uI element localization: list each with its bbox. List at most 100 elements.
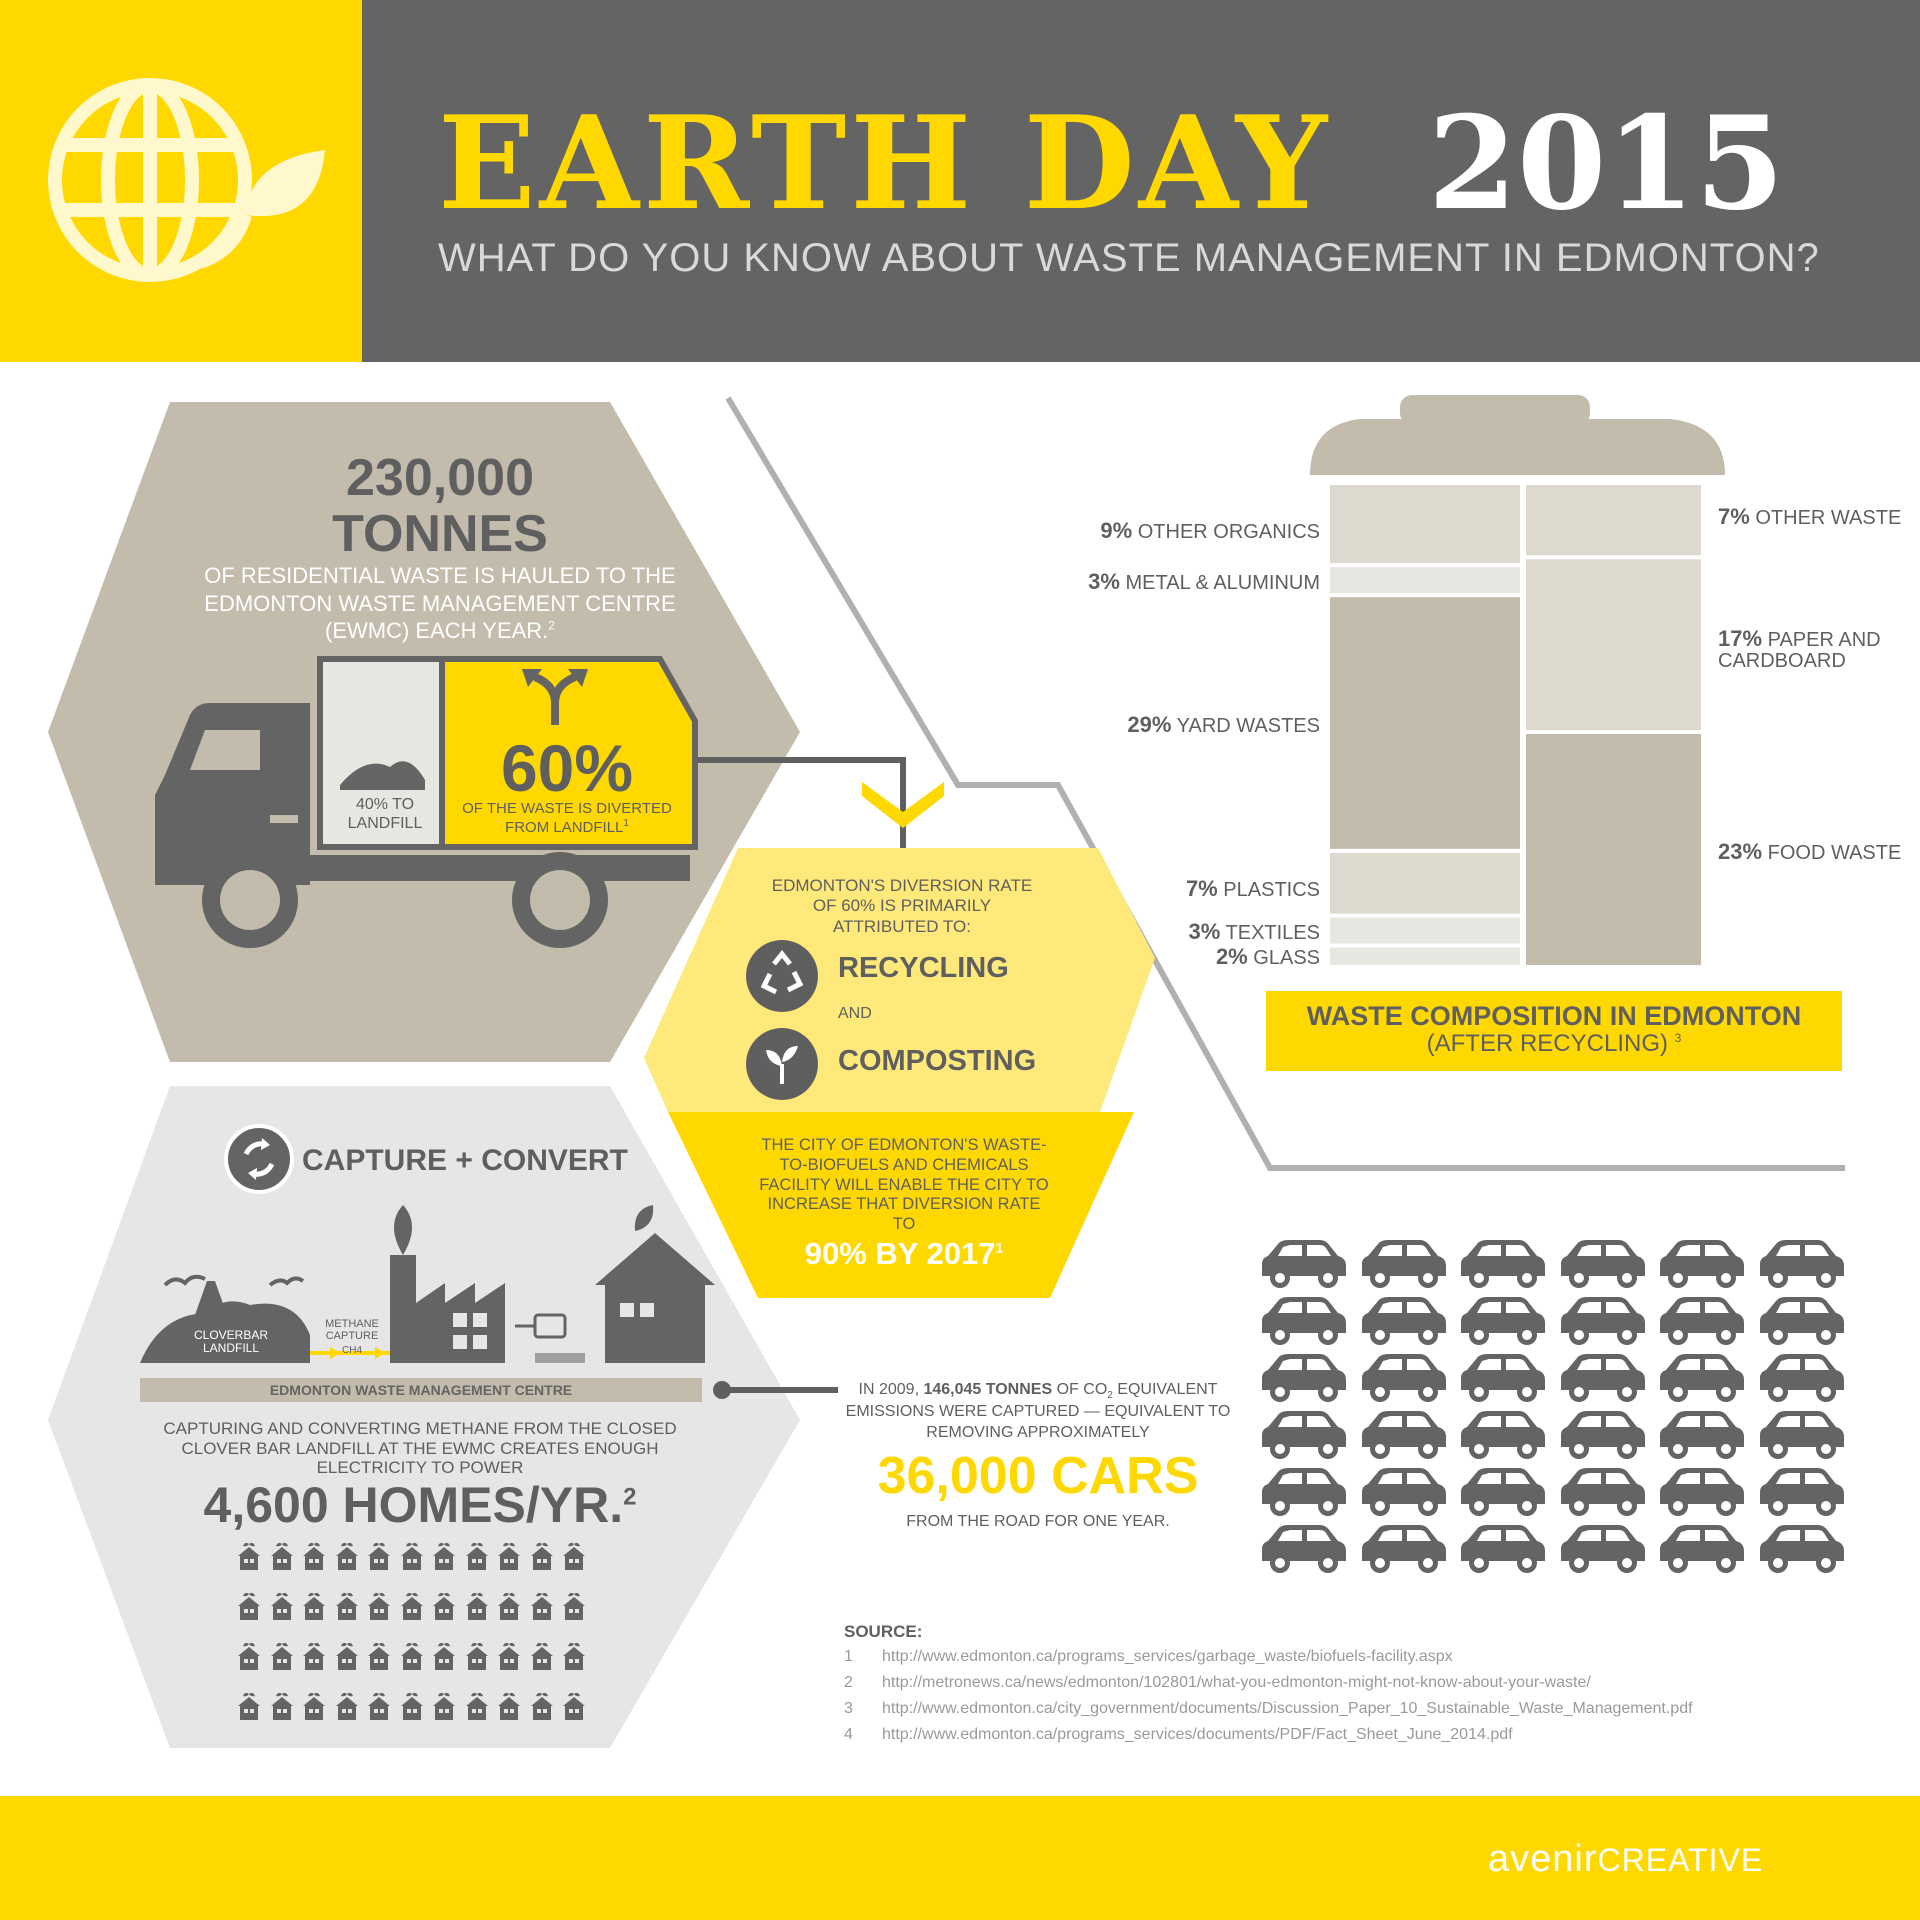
comp-text: GLASS	[1253, 947, 1320, 969]
home-icon	[496, 1642, 522, 1677]
diversion-hex-bottom	[668, 1112, 1134, 1298]
comp-label-food: 23% FOOD WASTE	[1718, 840, 1918, 864]
title-earth-day: EARTH DAY	[438, 89, 1332, 239]
car-icon	[1258, 1407, 1348, 1466]
capture-desc: CAPTURING AND CONVERTING METHANE FROM TH…	[163, 1419, 677, 1478]
truck-icon	[155, 656, 698, 948]
source-num: 2	[844, 1674, 853, 1691]
comp-pct: 2%	[1215, 944, 1248, 969]
home-icon	[334, 1642, 360, 1677]
composition-subtitle-ref: 3	[1674, 1031, 1682, 1045]
house-icon	[605, 1285, 705, 1363]
brand-name-b: CREATIVE	[1597, 1842, 1764, 1878]
car-icon	[1656, 1407, 1746, 1466]
diverted-pct: 60%	[500, 731, 634, 805]
comp-text: YARD WASTES	[1176, 715, 1320, 737]
comp-pct: 17%	[1718, 626, 1763, 651]
car-icon	[1457, 1407, 1547, 1466]
sprout-glyph	[766, 1046, 798, 1084]
home-icon	[529, 1542, 555, 1577]
residential-unit: TONNES	[332, 505, 548, 563]
home-icon	[366, 1542, 392, 1577]
car-icon	[1756, 1236, 1846, 1295]
comp-label-glass: 2% GLASS	[1040, 945, 1320, 969]
diverted-desc: OF THE WASTE IS DIVERTED FROM LANDFILL1	[452, 800, 682, 837]
home-icon	[529, 1592, 555, 1627]
home-icon	[496, 1692, 522, 1727]
split-arrow-icon	[533, 673, 577, 725]
source-url[interactable]: http://metronews.ca/news/edmonton/102801…	[882, 1674, 1591, 1691]
comp-label-textiles: 3% TEXTILES	[1040, 920, 1320, 944]
car-icon	[1656, 1350, 1746, 1409]
source-url[interactable]: http://www.edmonton.ca/programs_services…	[882, 1648, 1453, 1665]
home-icon	[561, 1642, 587, 1677]
cloverbar-label: CLOVERBAR LANDFILL	[193, 1328, 269, 1356]
capture-title: CAPTURE + CONVERT	[302, 1144, 628, 1177]
home-icon	[399, 1542, 425, 1577]
cars-count: 36,000 CARS	[877, 1447, 1199, 1505]
comp-pct: 3%	[1088, 569, 1120, 594]
recycle-glyph	[760, 949, 804, 995]
composition-title: WASTE COMPOSITION IN EDMONTON	[1306, 1001, 1802, 1031]
chevron-down-icon	[862, 782, 944, 828]
car-icon	[1258, 1521, 1348, 1580]
brand-logo: avenirCREATIVE	[1488, 1838, 1763, 1881]
diverted-desc-text: OF THE WASTE IS DIVERTED FROM LANDFILL	[462, 800, 672, 836]
capture-convert-icon	[224, 1124, 294, 1194]
car-icon	[1457, 1350, 1547, 1409]
comp-pct: 29%	[1127, 712, 1172, 737]
home-icon	[399, 1692, 425, 1727]
factory-leaf-icon	[394, 1205, 412, 1255]
car-icon	[1358, 1521, 1448, 1580]
bin-segment-food-waste	[1526, 734, 1701, 965]
home-icon	[366, 1592, 392, 1627]
car-icon-grid	[1258, 1236, 1858, 1584]
landfill-mound-icon	[140, 1301, 310, 1363]
composition-subtitle: (AFTER RECYCLING) 3	[1266, 1030, 1842, 1059]
bottle-icon	[195, 1281, 227, 1315]
diversion-item-composting: COMPOSTING	[838, 1045, 1037, 1077]
source-num: 4	[844, 1726, 853, 1743]
home-icon	[366, 1692, 392, 1727]
bin-right-column	[1526, 485, 1701, 965]
home-icon	[561, 1592, 587, 1627]
facility-text: THE CITY OF EDMONTON'S WASTE-TO-BIOFUELS…	[759, 1136, 1049, 1234]
bin-segment-other-organics	[1330, 485, 1520, 564]
divider-line	[725, 396, 1845, 1171]
car-icon	[1756, 1350, 1846, 1409]
home-icon	[464, 1542, 490, 1577]
home-icon	[464, 1692, 490, 1727]
car-icon	[1656, 1521, 1746, 1580]
house-leaf-icon	[634, 1205, 654, 1231]
home-icon	[269, 1542, 295, 1577]
capture-arrows-glyph	[243, 1138, 275, 1180]
recycle-icon	[746, 940, 818, 1012]
comp-label-yard: 29% YARD WASTES	[1040, 713, 1320, 737]
page-subtitle: WHAT DO YOU KNOW ABOUT WASTE MANAGEMENT …	[438, 236, 1820, 280]
car-icon	[1358, 1350, 1448, 1409]
composition-title-box: WASTE COMPOSITION IN EDMONTON (AFTER REC…	[1266, 991, 1842, 1071]
bin-segment-paper-and-cardboard	[1526, 559, 1701, 731]
home-icon	[236, 1592, 262, 1627]
comp-pct: 7%	[1185, 876, 1218, 901]
home-icon	[529, 1692, 555, 1727]
car-icon	[1756, 1293, 1846, 1352]
home-icon	[269, 1592, 295, 1627]
car-icon	[1557, 1407, 1647, 1466]
emissions-co: OF CO	[1056, 1381, 1108, 1398]
comp-pct: 23%	[1718, 839, 1763, 864]
comp-label-plastics: 7% PLASTICS	[1040, 877, 1320, 901]
home-icon	[431, 1542, 457, 1577]
car-icon	[1756, 1464, 1846, 1523]
residential-desc-text: OF RESIDENTIAL WASTE IS HAULED TO THE ED…	[204, 563, 676, 643]
home-icon	[399, 1592, 425, 1627]
home-icon	[236, 1642, 262, 1677]
car-icon	[1358, 1293, 1448, 1352]
source-url[interactable]: http://www.edmonton.ca/city_government/d…	[882, 1700, 1693, 1717]
comp-pct: 3%	[1188, 919, 1221, 944]
car-icon	[1258, 1293, 1348, 1352]
comp-text: OTHER WASTE	[1755, 507, 1902, 529]
residential-desc: OF RESIDENTIAL WASTE IS HAULED TO THE ED…	[180, 562, 700, 645]
emissions-tonnes: 146,045 TONNES	[923, 1381, 1053, 1398]
source-url[interactable]: http://www.edmonton.ca/programs_services…	[882, 1726, 1513, 1743]
